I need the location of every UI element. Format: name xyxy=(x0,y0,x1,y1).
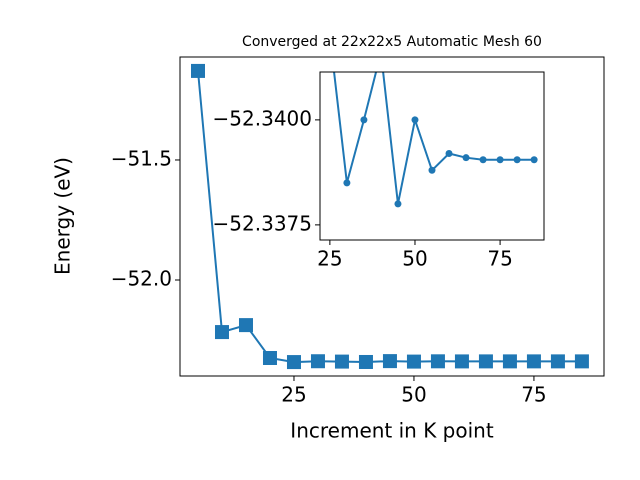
marker xyxy=(462,154,470,162)
chart-title: Converged at 22x22x5 Automatic Mesh 60 xyxy=(242,34,542,50)
x-tick-label: 50 xyxy=(401,383,426,407)
marker xyxy=(478,354,493,369)
marker xyxy=(382,354,397,369)
marker xyxy=(526,354,541,369)
x-axis-label: Increment in K point xyxy=(290,419,494,443)
marker xyxy=(358,354,373,369)
x-tick-label: 75 xyxy=(487,247,512,271)
x-tick-label: 25 xyxy=(317,247,342,271)
marker xyxy=(394,200,402,208)
axes-frame xyxy=(179,56,605,377)
marker xyxy=(262,350,277,365)
marker xyxy=(190,63,205,78)
marker xyxy=(377,49,384,56)
y-tick-label: −52.0 xyxy=(111,266,172,290)
plot-background xyxy=(320,72,544,240)
marker xyxy=(496,156,504,164)
marker xyxy=(286,355,301,370)
marker xyxy=(406,354,421,369)
y-tick-label: −52.3375 xyxy=(213,211,312,235)
marker xyxy=(343,179,351,187)
marker xyxy=(360,116,368,124)
marker xyxy=(530,156,538,164)
marker xyxy=(430,354,445,369)
marker xyxy=(513,156,521,164)
marker xyxy=(502,354,517,369)
marker xyxy=(214,325,229,340)
x-tick-label: 50 xyxy=(402,247,427,271)
y-tick-label: −52.3400 xyxy=(213,106,312,130)
marker xyxy=(445,149,453,157)
plot-area xyxy=(333,49,538,208)
axes-frame xyxy=(319,71,545,241)
marker xyxy=(238,318,253,333)
marker xyxy=(550,354,565,369)
marker xyxy=(479,156,487,164)
marker xyxy=(428,166,436,174)
x-tick-label: 75 xyxy=(521,383,546,407)
y-axis-label: Energy (eV) xyxy=(51,157,75,275)
x-tick-label: 25 xyxy=(281,383,306,407)
marker xyxy=(454,354,469,369)
y-tick-label: −51.5 xyxy=(111,146,172,170)
marker xyxy=(411,116,419,124)
marker xyxy=(574,354,589,369)
marker xyxy=(310,354,325,369)
plot-area xyxy=(190,63,589,370)
marker xyxy=(334,354,349,369)
